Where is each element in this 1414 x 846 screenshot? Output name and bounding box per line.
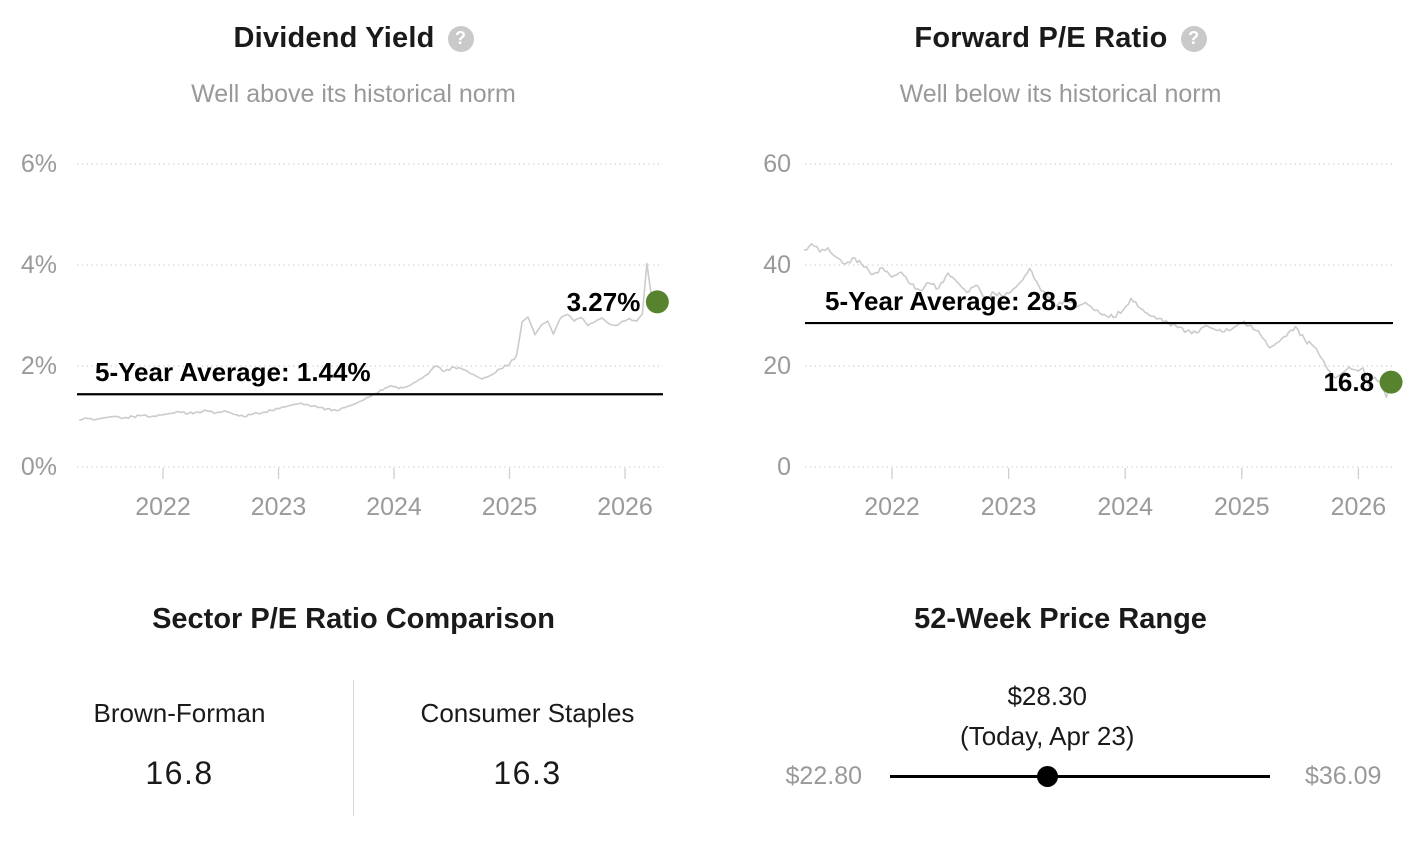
y-axis-label: 0%: [20, 453, 57, 481]
price-range-slider: $22.80 $36.09: [707, 758, 1414, 796]
chart-subtitle: Well below its historical norm: [899, 80, 1222, 108]
chart-canvas: [77, 163, 669, 479]
range-low-label: $22.80: [785, 762, 862, 790]
average-line-label: 5-Year Average: 1.44%: [95, 357, 371, 388]
x-axis-label: 2022: [864, 493, 920, 521]
y-axis-label: 0: [777, 453, 791, 481]
current-date-label: (Today, Apr 23): [960, 721, 1135, 751]
chart-canvas: [803, 163, 1403, 479]
charts-row: Dividend Yield ? Well above its historic…: [0, 0, 1414, 540]
chart-title: Dividend Yield: [233, 22, 435, 54]
y-axis-label: 20: [763, 352, 791, 380]
company-pe-value: 16.8: [145, 755, 214, 791]
bottom-row: Sector P/E Ratio Comparison Brown-Forman…: [0, 540, 1414, 846]
chart-header: Dividend Yield ?: [0, 22, 707, 55]
forward-pe-chart: 5-Year Average: 28.5 16.8 0 20 40 60 2022 202…: [707, 140, 1414, 540]
x-axis-label: 2023: [250, 493, 307, 521]
x-axis-label: 2022: [135, 493, 191, 521]
y-axis-label: 60: [763, 150, 791, 178]
series-line: [803, 243, 1392, 399]
comparison-column-sector: Consumer Staples 16.3: [354, 680, 701, 816]
y-axis-label: 4%: [20, 251, 57, 279]
x-axis-label: 2025: [1213, 493, 1270, 521]
current-price-dot: [1036, 765, 1058, 787]
help-icon[interactable]: ?: [447, 25, 474, 52]
current-value-label: 16.8: [1323, 367, 1375, 398]
column-divider: [353, 680, 354, 816]
sector-pe-value: 16.3: [493, 755, 562, 791]
x-axis-label: 2023: [980, 493, 1037, 521]
y-axis-label: 2%: [20, 352, 57, 380]
forward-pe-panel: Forward P/E Ratio ? Well below its histo…: [707, 0, 1414, 540]
current-value-label: 3.27%: [566, 286, 641, 317]
chart-subtitle: Well above its historical norm: [191, 80, 516, 108]
range-high-label: $36.09: [1305, 762, 1382, 790]
y-axis-label: 40: [763, 251, 791, 279]
sector-pe-comparison-panel: Sector P/E Ratio Comparison Brown-Forman…: [0, 540, 707, 846]
x-axis-label: 2024: [366, 493, 422, 521]
current-value-dot: [645, 290, 669, 314]
x-axis-label: 2026: [1330, 493, 1387, 521]
company-label: Brown-Forman: [93, 698, 266, 728]
dividend-yield-chart: 5-Year Average: 1.44% 3.27% 0% 2% 4% 6% 2022…: [0, 140, 707, 540]
help-icon[interactable]: ?: [1180, 25, 1207, 52]
dividend-yield-panel: Dividend Yield ? Well above its historic…: [0, 0, 707, 540]
x-axis-label: 2026: [597, 493, 653, 521]
current-price-label: $28.30: [1007, 681, 1088, 711]
y-axis-label: 6%: [20, 150, 57, 178]
average-line-label: 5-Year Average: 28.5: [825, 286, 1078, 317]
chart-title: Forward P/E Ratio: [914, 22, 1168, 54]
comparison-columns: Brown-Forman 16.8 Consumer Staples 16.3: [6, 680, 701, 816]
panel-title: 52-Week Price Range: [914, 603, 1207, 635]
current-price-block: $28.30 (Today, Apr 23): [960, 680, 1134, 752]
range-track: [890, 765, 1270, 787]
chart-header: Forward P/E Ratio ?: [707, 22, 1414, 55]
x-axis-label: 2025: [481, 493, 538, 521]
current-value-dot: [1379, 370, 1403, 394]
sector-label: Consumer Staples: [420, 698, 635, 728]
panel-title: Sector P/E Ratio Comparison: [152, 603, 555, 635]
price-range-panel: 52-Week Price Range $28.30 (Today, Apr 2…: [707, 540, 1414, 846]
comparison-column-company: Brown-Forman 16.8: [6, 680, 353, 816]
series-line: [79, 262, 659, 421]
x-axis-label: 2024: [1097, 493, 1153, 521]
